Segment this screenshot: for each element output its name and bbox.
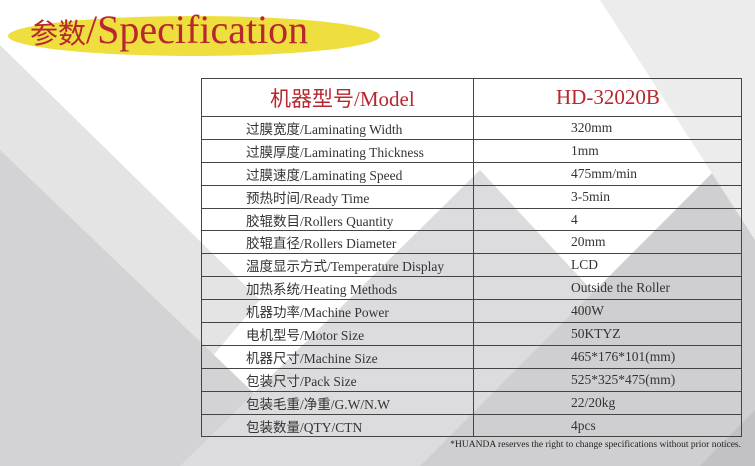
spec-value: 465*176*101(mm)	[473, 344, 742, 369]
disclaimer-note: *HUANDA reserves the right to change spe…	[450, 440, 741, 450]
model-label: 机器型号/Model	[201, 78, 474, 117]
title-cn: 参数	[30, 17, 87, 50]
spec-value: LCD	[473, 253, 742, 278]
spec-label: 过膜厚度/Laminating Thickness	[201, 138, 474, 163]
spec-value: 525*325*475(mm)	[473, 367, 742, 392]
table-row: 预热时间/Ready Time 3-5min	[201, 184, 742, 209]
spec-value: Outside the Roller	[473, 276, 742, 301]
table-row: 温度显示方式/Temperature Display LCD	[201, 253, 742, 278]
table-row: 过膜宽度/Laminating Width 320mm	[201, 116, 742, 140]
table-row: 胶辊数目/Rollers Quantity 4	[201, 207, 742, 232]
spec-label: 温度显示方式/Temperature Display	[201, 253, 474, 278]
spec-value: 3-5min	[473, 184, 742, 209]
spec-value: 475mm/min	[473, 161, 742, 186]
table-row: 包装尺寸/Pack Size 525*325*475(mm)	[201, 367, 742, 392]
table-header-row: 机器型号/Model HD-32020B	[201, 78, 742, 117]
spec-label: 加热系统/Heating Methods	[201, 276, 474, 301]
table-row: 加热系统/Heating Methods Outside the Roller	[201, 276, 742, 301]
spec-value: 20mm	[473, 230, 742, 255]
spec-table: 机器型号/Model HD-32020B 过膜宽度/Laminating Wid…	[201, 78, 742, 438]
spec-value: 50KTYZ	[473, 322, 742, 346]
table-row: 包装毛重/净重/G.W/N.W 22/20kg	[201, 390, 742, 415]
table-row: 包装数量/QTY/CTN 4pcs	[201, 413, 742, 438]
spec-label: 包装尺寸/Pack Size	[201, 367, 474, 392]
spec-label: 包装毛重/净重/G.W/N.W	[201, 390, 474, 415]
title-highlight	[8, 16, 380, 56]
title-slash: /	[86, 7, 98, 52]
table-row: 过膜速度/Laminating Speed 475mm/min	[201, 161, 742, 186]
spec-label: 机器尺寸/Machine Size	[201, 344, 474, 369]
spec-value: 22/20kg	[473, 390, 742, 415]
table-row: 机器功率/Machine Power 400W	[201, 299, 742, 324]
table-row: 机器尺寸/Machine Size 465*176*101(mm)	[201, 344, 742, 369]
spec-label: 过膜宽度/Laminating Width	[201, 116, 474, 140]
spec-label: 胶辊数目/Rollers Quantity	[201, 207, 474, 232]
spec-label: 预热时间/Ready Time	[201, 184, 474, 209]
spec-label: 过膜速度/Laminating Speed	[201, 161, 474, 186]
spec-label: 机器功率/Machine Power	[201, 299, 474, 324]
spec-value: 4	[473, 207, 742, 232]
model-value: HD-32020B	[473, 78, 742, 117]
title-en: Specification	[97, 7, 309, 52]
table-row: 胶辊直径/Rollers Diameter 20mm	[201, 230, 742, 255]
spec-value: 400W	[473, 299, 742, 324]
section-title: 参数/Specification	[8, 7, 380, 58]
table-row: 过膜厚度/Laminating Thickness 1mm	[201, 138, 742, 163]
spec-label: 胶辊直径/Rollers Diameter	[201, 230, 474, 255]
spec-label: 电机型号/Motor Size	[201, 322, 474, 346]
spec-value: 320mm	[473, 116, 742, 140]
spec-value: 4pcs	[473, 413, 742, 438]
spec-value: 1mm	[473, 138, 742, 163]
table-row: 电机型号/Motor Size 50KTYZ	[201, 322, 742, 346]
spec-label: 包装数量/QTY/CTN	[201, 413, 474, 438]
